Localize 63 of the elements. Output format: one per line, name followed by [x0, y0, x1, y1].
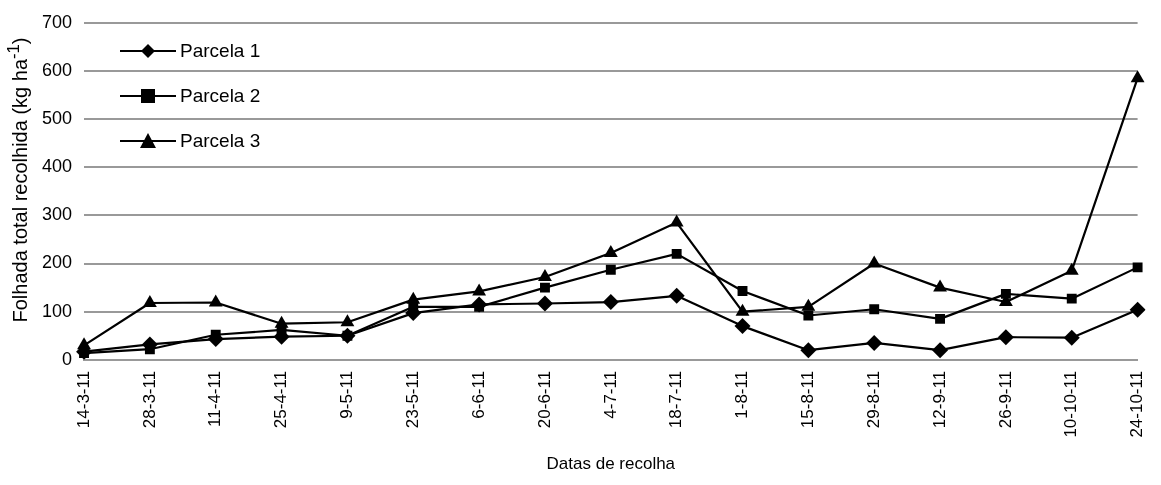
point [933, 279, 947, 292]
point [737, 286, 748, 296]
x-tick-label: 6-6-11 [468, 370, 488, 419]
x-tick-label: 18-7-11 [666, 370, 686, 429]
point [1132, 262, 1143, 273]
y-tick-label: 100 [41, 300, 73, 321]
x-tick-label: 9-5-11 [337, 370, 357, 419]
y-tick-label: 0 [62, 348, 73, 369]
y-tick-label: 200 [41, 252, 73, 273]
point [866, 334, 883, 351]
x-tick-label: 25-4-11 [271, 370, 291, 429]
point [472, 283, 487, 296]
point [540, 282, 550, 293]
point [867, 255, 882, 268]
point [932, 342, 949, 359]
y-tick-label: 400 [41, 156, 73, 177]
legend-label: Parcela 2 [180, 84, 261, 107]
x-tick-label: 20-6-11 [534, 370, 554, 429]
y-tick-label: 600 [41, 59, 73, 80]
point [1000, 288, 1011, 299]
point [1130, 70, 1145, 83]
x-tick-label: 28-3-11 [139, 370, 159, 429]
point [538, 269, 552, 281]
x-tick-label: 10-10-11 [1061, 370, 1081, 438]
point [671, 248, 682, 259]
x-tick-label: 1-8-11 [732, 370, 752, 419]
point [1063, 329, 1080, 346]
x-tick-label: 24-10-11 [1127, 370, 1147, 438]
point [935, 313, 946, 324]
point [735, 303, 750, 316]
point [803, 310, 814, 321]
point [602, 294, 619, 311]
point [1129, 301, 1146, 318]
x-axis-title: Datas de recolha [546, 454, 676, 474]
point [800, 342, 817, 359]
x-tick-label: 15-8-11 [798, 370, 818, 429]
point [536, 295, 553, 312]
point [734, 318, 751, 335]
point [801, 298, 816, 311]
x-tick-label: 4-7-11 [600, 370, 620, 419]
point [1064, 262, 1079, 275]
point [471, 296, 488, 313]
y-tick-label: 700 [41, 11, 73, 32]
x-tick-label: 23-5-11 [402, 370, 422, 429]
point [603, 244, 618, 257]
legend-label: Parcela 1 [180, 39, 261, 62]
point [605, 264, 616, 275]
x-tick-label: 26-9-11 [995, 370, 1015, 429]
legend-label: Parcela 3 [180, 129, 261, 152]
y-tick-label: 500 [41, 108, 73, 129]
x-tick-label: 11-4-11 [205, 370, 225, 427]
point [1066, 293, 1077, 304]
point [668, 287, 685, 304]
x-tick-label: 12-9-11 [929, 370, 949, 429]
point [340, 314, 355, 327]
y-tick-label: 300 [41, 204, 73, 225]
point [869, 304, 880, 315]
point [997, 329, 1014, 346]
point [142, 295, 157, 307]
x-tick-label: 29-8-11 [863, 370, 883, 429]
x-tick-label: 14-3-11 [73, 370, 93, 429]
point [669, 214, 684, 227]
point [208, 294, 223, 307]
